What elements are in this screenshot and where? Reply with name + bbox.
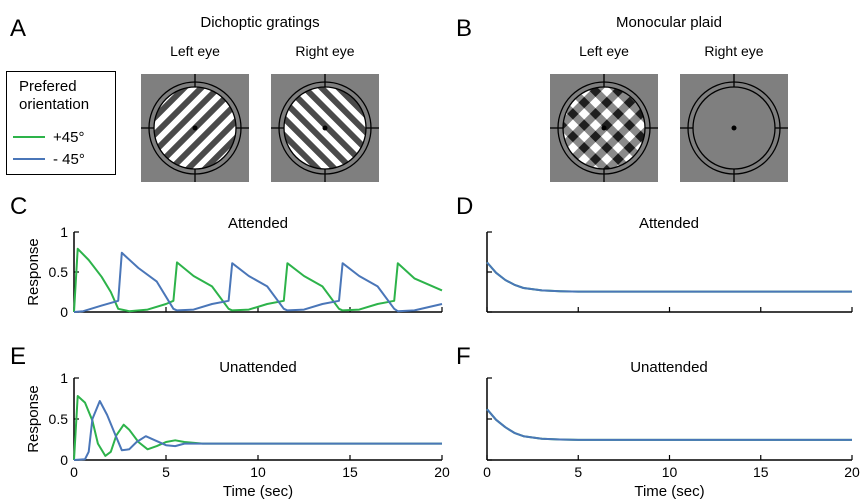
stimulus-a-left-eye xyxy=(141,74,249,182)
legend-label-minus45: - 45° xyxy=(53,150,85,168)
series-line-minus45 xyxy=(486,261,852,293)
panel-a-title: Dichoptic gratings xyxy=(200,14,319,31)
y-tick-label: 0.5 xyxy=(49,411,69,427)
series-line-plus45 xyxy=(486,408,852,441)
legend-title-line2: orientation xyxy=(19,96,90,113)
series-line-minus45 xyxy=(73,251,443,313)
legend-title-line1: Prefered xyxy=(19,78,77,95)
legend-label-plus45: +45° xyxy=(53,128,85,146)
chart-title: Attended xyxy=(228,215,288,232)
y-tick-label: 0 xyxy=(60,452,68,468)
x-axis-label: Time (sec) xyxy=(223,483,293,500)
panel-letter-a: A xyxy=(10,15,26,42)
panel-b-title: Monocular plaid xyxy=(616,14,722,31)
y-axis-label: Response xyxy=(25,238,42,306)
chart-title: Unattended xyxy=(630,359,708,376)
y-tick-label: 1 xyxy=(60,224,68,240)
panel-b-left-eye-label: Left eye xyxy=(579,43,629,59)
legend-item-plus45: +45° xyxy=(13,128,84,146)
stimulus-b-left-eye xyxy=(550,74,658,182)
x-tick-label: 5 xyxy=(574,464,582,480)
x-tick-label: 15 xyxy=(342,464,358,480)
legend-swatch-green xyxy=(13,135,45,139)
x-tick-label: 10 xyxy=(662,464,678,480)
chart-f-unattended: Unattended 0 5 10 15 20 Time (sec) xyxy=(483,359,860,500)
y-tick-label: 0 xyxy=(60,304,68,320)
panel-letter-f: F xyxy=(456,343,471,370)
legend-item-minus45: - 45° xyxy=(13,150,85,168)
panel-a-right-eye-label: Right eye xyxy=(295,43,354,59)
x-tick-label: 0 xyxy=(70,464,78,480)
x-tick-label: 20 xyxy=(844,464,860,480)
x-tick-label: 5 xyxy=(162,464,170,480)
x-tick-label: 20 xyxy=(434,464,450,480)
chart-c-attended: Attended 0 0.5 1 Response xyxy=(25,215,443,320)
series-line-minus45 xyxy=(73,400,442,461)
chart-d-attended: Attended xyxy=(486,215,853,313)
panel-a-left-eye-label: Left eye xyxy=(170,43,220,59)
x-tick-label: 15 xyxy=(753,464,769,480)
stimulus-b-right-eye xyxy=(680,74,788,182)
panel-letter-d: D xyxy=(456,193,473,220)
panel-letter-b: B xyxy=(456,15,472,42)
x-tick-label: 0 xyxy=(483,464,491,480)
x-axis-label: Time (sec) xyxy=(634,483,704,500)
panel-letter-c: C xyxy=(10,193,27,220)
panel-b-right-eye-label: Right eye xyxy=(704,43,763,59)
series-line-plus45 xyxy=(73,395,442,461)
panel-letter-e: E xyxy=(10,343,26,370)
series-line-minus45 xyxy=(486,408,852,441)
series-line-plus45 xyxy=(73,247,443,313)
chart-title: Attended xyxy=(639,215,699,232)
series-line-plus45 xyxy=(486,261,852,293)
y-axis-label: Response xyxy=(25,385,42,453)
legend: Prefered orientation +45° - 45° xyxy=(6,71,116,175)
stimulus-a-right-eye xyxy=(271,74,379,182)
y-tick-label: 0.5 xyxy=(49,264,69,280)
legend-swatch-blue xyxy=(13,157,45,161)
chart-title: Unattended xyxy=(219,359,297,376)
x-tick-label: 10 xyxy=(250,464,266,480)
legend-title: Prefered orientation xyxy=(19,78,89,114)
y-tick-label: 1 xyxy=(60,370,68,386)
